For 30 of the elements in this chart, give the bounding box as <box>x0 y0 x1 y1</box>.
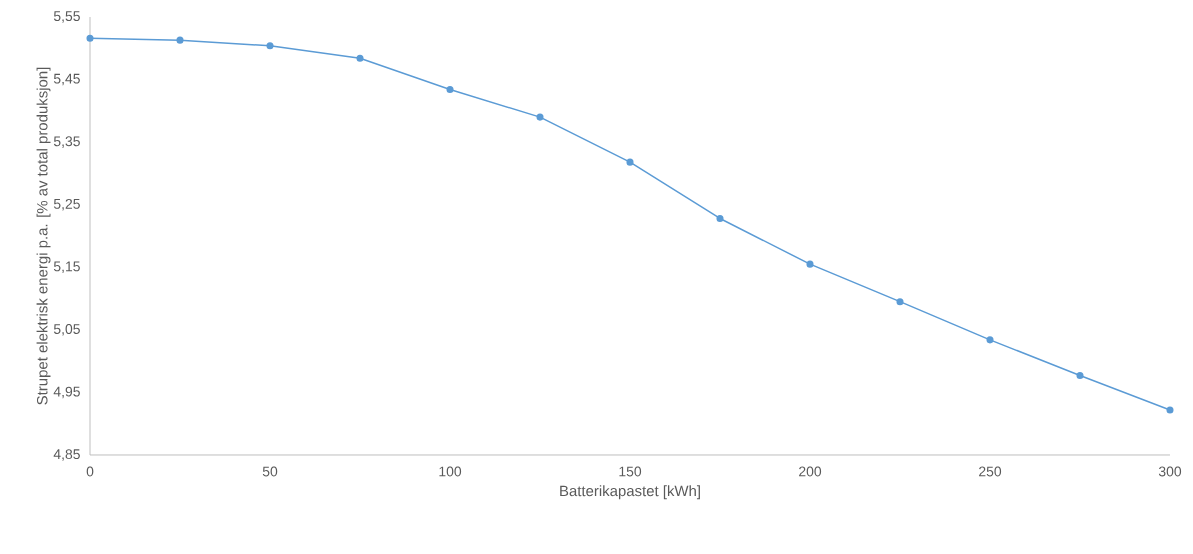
y-tick-label: 5,15 <box>53 261 80 273</box>
point <box>176 36 184 44</box>
point <box>1166 406 1174 414</box>
y-tick-label: 5,35 <box>53 136 80 148</box>
x-axis-title: Batterikapastet [kWh] <box>560 485 700 500</box>
point <box>626 158 634 166</box>
x-tick-label: 100 <box>439 466 462 477</box>
y-tick-label: 5,25 <box>53 198 80 211</box>
point <box>1076 371 1084 380</box>
y-tick-label: 5,05 <box>53 324 80 336</box>
x-tick-label: 0 <box>86 466 94 477</box>
x-tick-label: 200 <box>799 466 822 477</box>
x-tick-label: 250 <box>979 466 1002 477</box>
y-tick-label: 4,85 <box>53 449 80 461</box>
point <box>86 34 94 42</box>
y-tick-label: 4,95 <box>53 386 80 399</box>
point <box>986 336 994 344</box>
point <box>716 214 724 223</box>
point <box>896 298 904 306</box>
point <box>446 86 454 94</box>
point <box>356 54 364 62</box>
y-tick-label: 5,55 <box>53 11 80 23</box>
point <box>266 42 274 50</box>
x-tick-label: 150 <box>619 466 642 477</box>
y-axis-title: Strupet elektrisk energi p.a. [% av total produksjon] <box>36 67 51 405</box>
point <box>536 113 544 121</box>
x-tick-label: 300 <box>1158 466 1182 477</box>
x-tick-label: 50 <box>262 466 278 477</box>
point <box>806 260 814 268</box>
y-tick-label: 5,45 <box>53 73 80 86</box>
